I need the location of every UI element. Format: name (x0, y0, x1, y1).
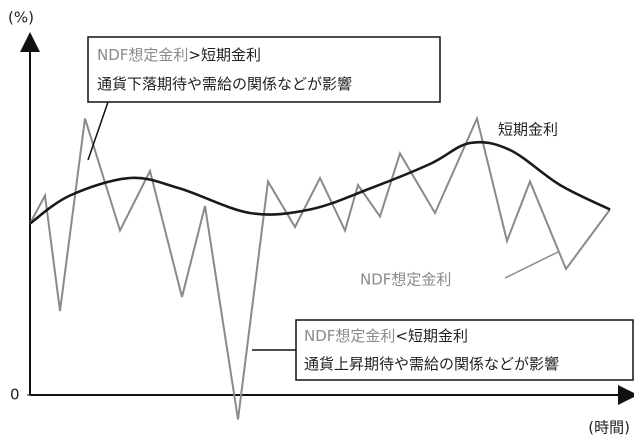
series-label: 短期金利 (498, 121, 558, 139)
plot (29, 115, 611, 420)
annotation-text: 通貨下落期待や需給の関係などが影響 (97, 75, 352, 93)
y-tick-label: 0 (10, 386, 20, 404)
annotation-box (87, 36, 441, 103)
annotation-text: 通貨上昇期待や需給の関係などが影響 (304, 355, 559, 373)
annotation-box (295, 319, 634, 381)
annotation-text: NDF想定金利<短期金利 (304, 327, 468, 345)
leader-line (504, 251, 559, 279)
annotation-text: NDF想定金利>短期金利 (97, 46, 261, 64)
x-axis-label: (時間) (588, 419, 630, 437)
y-axis-label: (%) (8, 9, 34, 27)
series-line (29, 140, 611, 225)
annotations: NDF想定金利>短期金利 通貨下落期待や需給の関係などが影響 NDF想定金利<短… (87, 36, 634, 381)
leader-line (87, 101, 109, 161)
series-label: NDF想定金利 (360, 271, 451, 289)
series-line (29, 115, 611, 420)
